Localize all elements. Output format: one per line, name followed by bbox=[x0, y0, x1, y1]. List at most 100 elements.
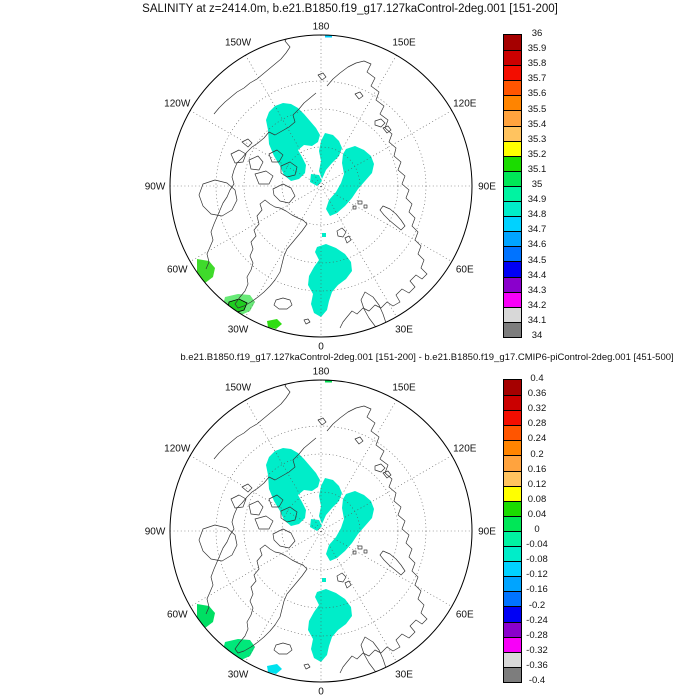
longitude-label-180: 180 bbox=[312, 366, 330, 377]
figure-salinity: SALINITY at z=2414.0m, b.e21.B1850.f19_g… bbox=[142, 3, 558, 352]
coast-russia bbox=[326, 60, 428, 329]
colorbar-box bbox=[504, 231, 521, 247]
coast-wrangel bbox=[317, 417, 327, 426]
coast-novaya-zemlya bbox=[379, 205, 406, 231]
coast-alaska-south bbox=[213, 380, 291, 460]
coast-hudson-bay bbox=[198, 524, 238, 562]
map-boundary-circle bbox=[169, 34, 473, 338]
colorbar-tick-label: 35.8 bbox=[527, 58, 547, 70]
coast-greenland bbox=[234, 199, 308, 309]
fill-small-rim-patch bbox=[267, 664, 282, 674]
latitude-circle-inner bbox=[281, 146, 361, 226]
coast-franz-josef bbox=[352, 200, 368, 210]
colorbar-tick-label: 0.16 bbox=[527, 463, 547, 475]
colorbar-box bbox=[504, 50, 521, 66]
colorbar-box bbox=[504, 216, 521, 232]
graticule bbox=[170, 380, 472, 682]
colorbar-labels-bottom: 0.4 0.36 0.32 0.28 0.24 0.2 0.16 0.12 0.08 0.04 0 -… bbox=[517, 374, 557, 686]
colorbar-box bbox=[504, 95, 521, 111]
colorbar-tick-label: 35.6 bbox=[527, 88, 547, 100]
data-region-fills bbox=[197, 35, 374, 329]
longitude-label-90W: 90W bbox=[144, 181, 166, 192]
colorbar-box bbox=[504, 321, 521, 337]
coast-severnaya-zemlya bbox=[374, 463, 392, 479]
colorbar-tick-label: 34.4 bbox=[527, 269, 547, 281]
colorbar-bottom bbox=[503, 379, 522, 683]
fill-central-arctic bbox=[266, 103, 374, 317]
colorbar-tick-label: -0.4 bbox=[528, 675, 546, 686]
colorbar-tick-label: 34.3 bbox=[527, 284, 547, 296]
colorbar-box bbox=[504, 455, 521, 471]
colorbar-tick-label: -0.16 bbox=[526, 584, 548, 596]
polar-map-bottom bbox=[169, 379, 473, 683]
latitude-circle-middle bbox=[243, 108, 399, 264]
colorbar-tick-label: 0.32 bbox=[527, 403, 547, 415]
colorbar-tick-label: 34.8 bbox=[527, 209, 547, 221]
colorbar-box bbox=[504, 651, 521, 667]
colorbar-box bbox=[504, 440, 521, 456]
map-svg bbox=[169, 379, 473, 683]
colorbar-tick-label: 34.2 bbox=[527, 299, 547, 311]
longitude-label-180: 180 bbox=[312, 21, 330, 32]
colorbar-tick-label: -0.12 bbox=[526, 569, 548, 581]
colorbar-tick-label: 35.9 bbox=[527, 43, 547, 55]
map-boundary-circle bbox=[169, 379, 473, 683]
colorbar-box bbox=[504, 636, 521, 652]
coastlines bbox=[198, 35, 428, 331]
colorbar-box bbox=[504, 425, 521, 441]
colorbar-box bbox=[504, 35, 521, 51]
colorbar-box bbox=[504, 155, 521, 171]
colorbar-box bbox=[504, 606, 521, 622]
colorbar-tick-label: 35.5 bbox=[527, 103, 547, 115]
longitude-label-90E: 90E bbox=[478, 181, 496, 192]
colorbar-tick-label: -0.36 bbox=[526, 659, 548, 671]
fill-labrador-patch bbox=[197, 259, 215, 283]
colorbar-tick-label: 34.6 bbox=[527, 239, 547, 251]
polar-map-top bbox=[169, 34, 473, 338]
coast-greenland bbox=[234, 544, 308, 654]
colorbar-tick-label: 34.1 bbox=[527, 314, 547, 326]
colorbar-box bbox=[504, 261, 521, 277]
colorbar-tick-label: 0.2 bbox=[530, 448, 544, 460]
plot-title-bottom: b.e21.B1850.f19_g17.127kaControl-2deg.00… bbox=[180, 352, 674, 363]
colorbar-top bbox=[503, 34, 522, 338]
colorbar-box bbox=[504, 561, 521, 577]
fill-top-sliver bbox=[325, 35, 332, 38]
colorbar-box bbox=[504, 470, 521, 486]
colorbar-box bbox=[504, 65, 521, 81]
latitude-circle-middle bbox=[243, 453, 399, 609]
colorbar-tick-label: -0.2 bbox=[528, 599, 546, 611]
fill-central-arctic bbox=[266, 448, 374, 662]
colorbar-tick-label: 0.04 bbox=[527, 508, 547, 520]
coast-hudson-bay bbox=[198, 179, 238, 217]
coast-russia bbox=[326, 405, 428, 674]
coast-iceland bbox=[273, 642, 293, 655]
coast-wrangel bbox=[317, 72, 327, 81]
fill-top-sliver bbox=[325, 380, 332, 383]
colorbar-tick-label: -0.24 bbox=[526, 614, 548, 626]
colorbar-labels-top: 36 35.9 35.8 35.7 35.6 35.5 35.4 35.3 35.2 35.1 35… bbox=[517, 29, 557, 341]
coastlines bbox=[198, 380, 428, 676]
colorbar-tick-label: 36 bbox=[531, 28, 543, 39]
colorbar-box bbox=[504, 170, 521, 186]
colorbar-tick-label: 35.1 bbox=[527, 163, 547, 175]
latitude-circle-inner bbox=[281, 491, 361, 571]
colorbar-box bbox=[504, 380, 521, 396]
colorbar-box bbox=[504, 246, 521, 262]
colorbar-box bbox=[504, 125, 521, 141]
coast-arctic-islands bbox=[230, 483, 311, 670]
colorbar-tick-label: 0.28 bbox=[527, 418, 547, 430]
colorbar-box bbox=[504, 621, 521, 637]
colorbar-box bbox=[504, 201, 521, 217]
colorbar-box bbox=[504, 485, 521, 501]
colorbar-box bbox=[504, 185, 521, 202]
fill-small-rim-patch bbox=[267, 319, 282, 329]
data-region-fills bbox=[197, 380, 374, 674]
coast-novaya-zemlya bbox=[379, 550, 406, 576]
colorbar-box bbox=[504, 110, 521, 126]
coast-franz-josef bbox=[352, 545, 368, 555]
figure-salinity-difference: b.e21.B1850.f19_g17.127kaControl-2deg.00… bbox=[0, 345, 700, 700]
colorbar-box bbox=[504, 666, 521, 682]
colorbar-tick-label: 0 bbox=[534, 524, 540, 535]
